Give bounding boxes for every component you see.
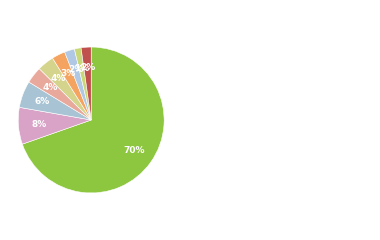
Text: 2%: 2% — [68, 65, 83, 74]
Text: 1%: 1% — [74, 64, 89, 73]
Wedge shape — [65, 49, 91, 120]
Text: 3%: 3% — [60, 69, 75, 78]
Wedge shape — [18, 107, 91, 144]
Text: 70%: 70% — [123, 146, 145, 155]
Wedge shape — [81, 47, 91, 120]
Text: 2%: 2% — [80, 63, 95, 72]
Legend: Centre for Biodiversity
Genomics [94], University of Florence,
Department of Bio: Centre for Biodiversity Genomics [94], U… — [183, 38, 332, 202]
Text: 6%: 6% — [35, 97, 50, 106]
Text: 4%: 4% — [51, 74, 66, 84]
Text: 8%: 8% — [31, 120, 46, 129]
Wedge shape — [19, 82, 91, 120]
Wedge shape — [52, 52, 91, 120]
Wedge shape — [39, 58, 91, 120]
Wedge shape — [74, 48, 91, 120]
Wedge shape — [22, 47, 164, 193]
Wedge shape — [29, 69, 91, 120]
Text: 4%: 4% — [42, 83, 57, 92]
